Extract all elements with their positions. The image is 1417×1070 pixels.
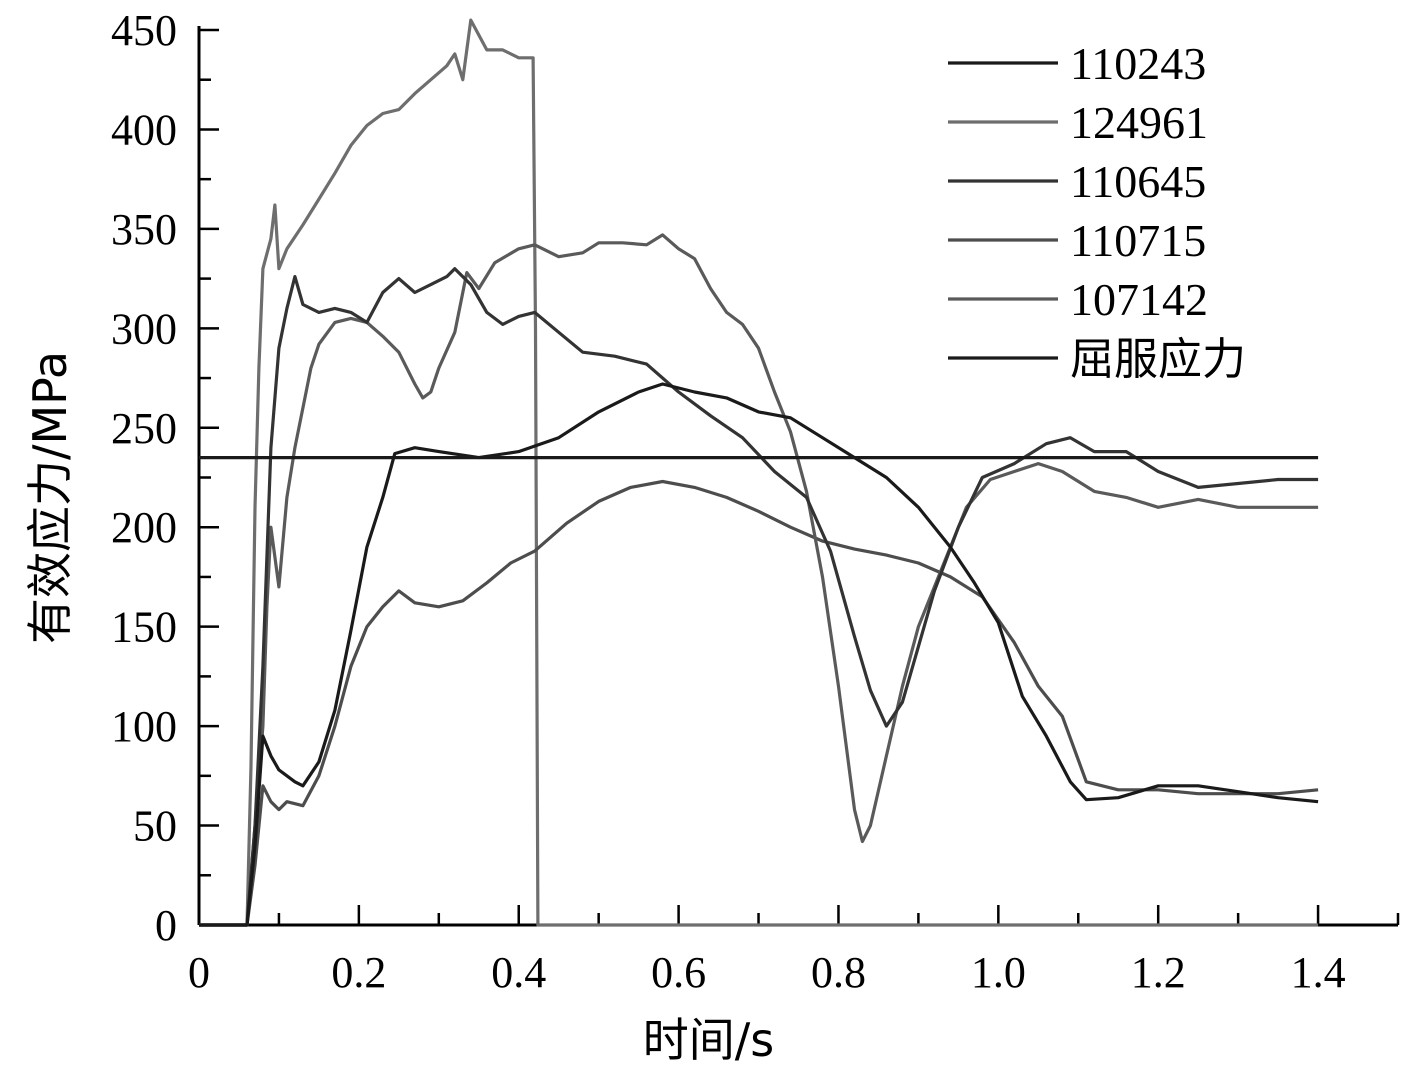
- legend-label: 屈服应力: [1070, 334, 1246, 385]
- y-tick-label: 450: [111, 6, 177, 55]
- y-tick-label: 250: [111, 404, 177, 453]
- legend: 110243 124961 110645 110715 107142 屈服应力: [948, 38, 1246, 385]
- series-layer: [199, 18, 1319, 927]
- x-tick-label: 0.8: [811, 948, 866, 997]
- y-tick-label: 400: [111, 105, 177, 154]
- x-axis-label: 时间/s: [643, 1013, 774, 1067]
- axes: 0 0.2 0.4 0.6 0.8 1.0 1.2 1.4 0 50 100 150 200 250 300…: [111, 6, 1400, 997]
- legend-label: 107142: [1070, 274, 1208, 325]
- x-tick-label: 0.6: [651, 948, 706, 997]
- y-tick-label: 150: [111, 603, 177, 652]
- x-tick-label: 1.2: [1131, 948, 1186, 997]
- series-line: [199, 479, 1319, 927]
- series-line: [199, 382, 1319, 927]
- x-tick-label: 1.4: [1291, 948, 1346, 997]
- x-tick-label: 1.0: [971, 948, 1026, 997]
- series-line: [199, 233, 1319, 927]
- y-tick-label: 300: [111, 304, 177, 353]
- y-tick-label: 350: [111, 205, 177, 254]
- y-tick-label: 0: [155, 901, 177, 950]
- y-tick-label: 50: [133, 802, 177, 851]
- legend-label: 110645: [1070, 156, 1206, 207]
- legend-label: 110243: [1070, 38, 1206, 89]
- x-tick-label: 0.2: [331, 948, 386, 997]
- y-tick-label: 100: [111, 702, 177, 751]
- legend-label: 124961: [1070, 97, 1208, 148]
- series-line: [199, 267, 1319, 927]
- y-axis-label: 有效应力/MPa: [23, 351, 77, 644]
- x-tick-label: 0.4: [491, 948, 546, 997]
- y-tick-label: 200: [111, 503, 177, 552]
- legend-label: 110715: [1070, 215, 1206, 266]
- x-tick-label: 0: [188, 948, 210, 997]
- series-line: [199, 18, 1319, 927]
